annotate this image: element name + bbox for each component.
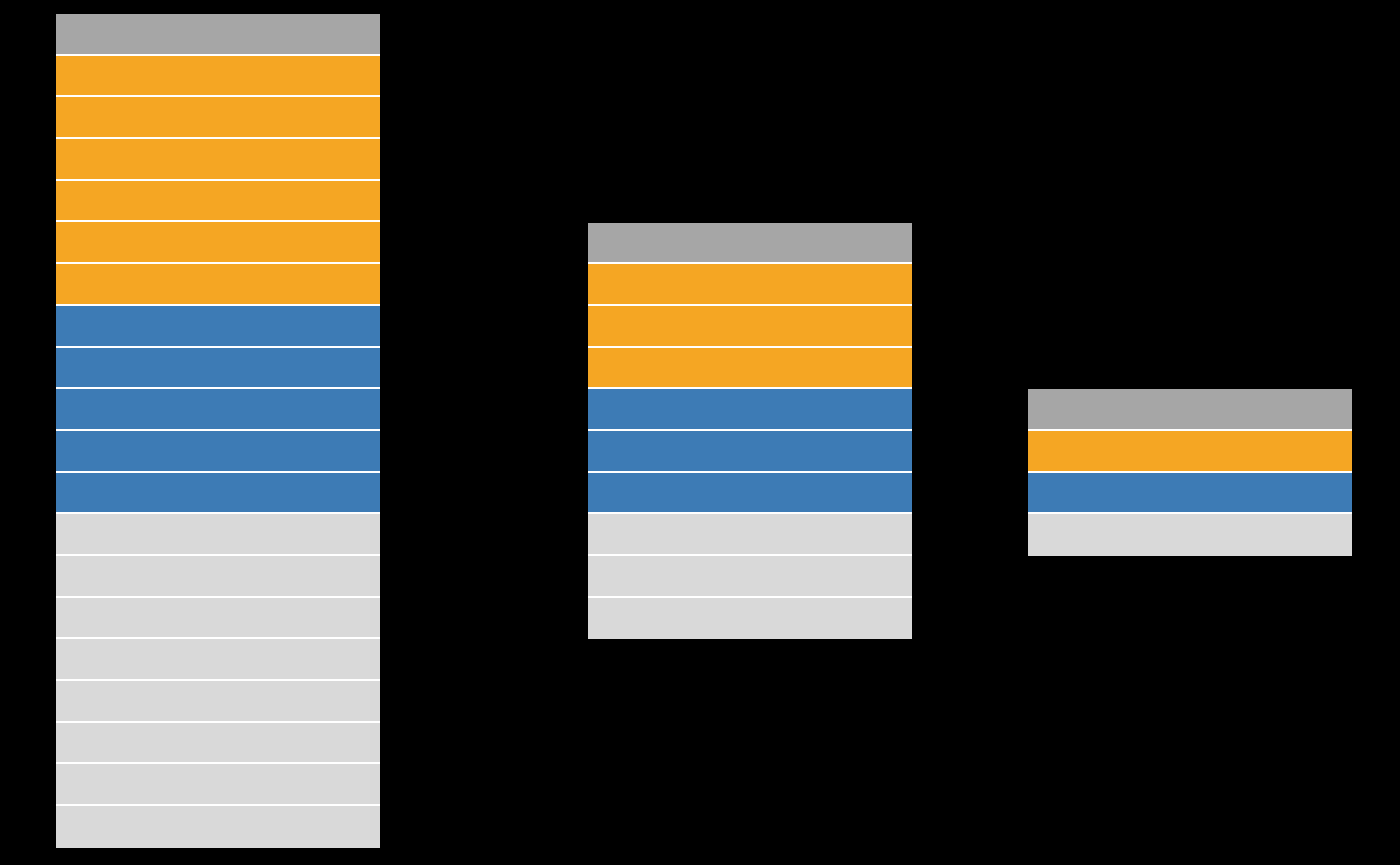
col-3-seg-1-orange [1028,431,1352,473]
col-1-seg-4-orange [56,181,380,223]
col-2-seg-0-dark_gray [588,223,912,265]
col-2-seg-2-orange [588,306,912,348]
col-1 [56,14,380,848]
stacked-columns-chart [0,0,1400,865]
col-1-seg-13-light_gray [56,556,380,598]
col-1-seg-17-light_gray [56,723,380,765]
col-1-seg-2-orange [56,97,380,139]
col-2-seg-1-orange [588,264,912,306]
col-1-seg-18-light_gray [56,764,380,806]
col-3-seg-0-dark_gray [1028,389,1352,431]
col-2-seg-5-blue [588,431,912,473]
col-2-seg-3-orange [588,348,912,390]
col-1-seg-7-blue [56,306,380,348]
col-2-seg-7-light_gray [588,514,912,556]
col-1-seg-8-blue [56,348,380,390]
col-1-seg-1-orange [56,56,380,98]
col-2-seg-9-light_gray [588,598,912,640]
col-1-seg-19-light_gray [56,806,380,848]
col-1-seg-15-light_gray [56,639,380,681]
col-2-seg-8-light_gray [588,556,912,598]
col-1-seg-5-orange [56,222,380,264]
col-1-seg-9-blue [56,389,380,431]
col-1-seg-11-blue [56,473,380,515]
col-3-seg-2-blue [1028,473,1352,515]
col-1-seg-16-light_gray [56,681,380,723]
col-2-seg-6-blue [588,473,912,515]
col-1-seg-3-orange [56,139,380,181]
col-1-seg-12-light_gray [56,514,380,556]
col-1-seg-0-dark_gray [56,14,380,56]
col-2 [588,223,912,640]
col-1-seg-10-blue [56,431,380,473]
col-1-seg-6-orange [56,264,380,306]
col-1-seg-14-light_gray [56,598,380,640]
col-2-seg-4-blue [588,389,912,431]
col-3 [1028,389,1352,556]
col-3-seg-3-light_gray [1028,514,1352,556]
